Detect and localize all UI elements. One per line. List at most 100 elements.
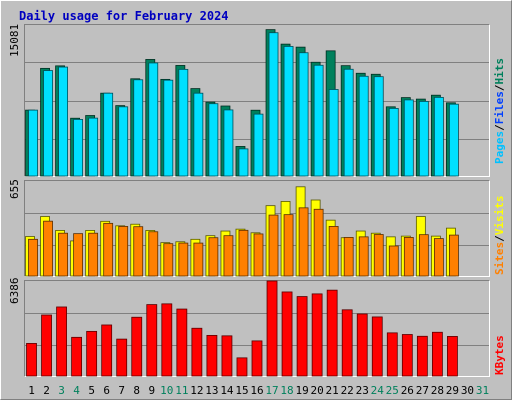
hits-bar-files-day-21: [328, 89, 339, 177]
hits-bar-files-day-22: [343, 68, 354, 177]
day-label-13: 13: [205, 384, 218, 397]
visits-bar-sites-day-13: [208, 237, 219, 277]
kbytes-bar-kbytes-day-4: [71, 336, 83, 377]
day-label-11: 11: [175, 384, 188, 397]
legend-pages: Pages: [493, 131, 506, 164]
day-label-21: 21: [326, 384, 339, 397]
visits-bar-sites-day-6: [103, 222, 114, 277]
day-label-18: 18: [280, 384, 293, 397]
hits-bar-files-day-14: [223, 109, 234, 177]
visits-bar-sites-day-3: [58, 232, 68, 277]
visits-bar-sites-day-21: [328, 225, 339, 277]
day-label-28: 28: [431, 384, 444, 397]
day-label-27: 27: [416, 384, 429, 397]
day-label-17: 17: [265, 384, 278, 397]
day-label-25: 25: [386, 384, 399, 397]
day-label-9: 9: [148, 384, 155, 397]
chart-title: Daily usage for February 2024: [19, 9, 229, 23]
hits-bar-files-day-8: [133, 79, 144, 177]
kbytes-legend: KBytes: [493, 335, 506, 375]
x-axis-day-labels: 1 2 3 4 5 6 7 8 9 10 11 12 13 14 15 16 17 18 19 20 21 22 23 24 2…: [28, 384, 489, 397]
hits-bar-files-day-10: [163, 79, 174, 177]
kbytes-bar-kbytes-day-12: [191, 327, 203, 377]
visits-bar-sites-day-29: [449, 234, 459, 277]
kbytes-plot-shadow: [24, 280, 490, 377]
kbytes-bar-kbytes-day-13: [206, 334, 218, 377]
hits-bar-files-day-1: [28, 109, 38, 177]
hits-bar-files-day-28: [433, 97, 444, 177]
kbytes-bar-kbytes-day-2: [41, 314, 52, 377]
kbytes-panel: [24, 280, 490, 377]
hits-bar-files-day-19: [298, 52, 309, 177]
kbytes-plot-highlight: [24, 280, 490, 377]
day-label-29: 29: [446, 384, 459, 397]
day-label-14: 14: [220, 384, 234, 397]
hits-bar-files-day-25: [388, 108, 399, 177]
visits-bar-sites-day-8: [133, 226, 144, 277]
day-label-6: 6: [103, 384, 110, 397]
day-label-20: 20: [311, 384, 324, 397]
hits-bar-files-day-17: [268, 32, 279, 177]
kbytes-bar-kbytes-day-29: [447, 336, 458, 377]
visits-plot-shadow: [24, 180, 490, 277]
day-label-16: 16: [250, 384, 263, 397]
visits-bar-sites-day-23: [358, 236, 369, 277]
kbytes-bar-kbytes-day-11: [176, 308, 188, 377]
visits-bar-sites-day-11: [178, 242, 189, 277]
day-label-3: 3: [58, 384, 65, 397]
visits-bar-sites-day-10: [163, 243, 174, 277]
kbytes-bar-kbytes-day-19: [296, 296, 308, 377]
visits-bar-sites-day-25: [388, 245, 399, 277]
visits-legend-separator: /: [493, 235, 506, 242]
day-label-2: 2: [43, 384, 50, 397]
day-label-7: 7: [118, 384, 125, 397]
hits-bar-files-day-4: [73, 119, 84, 177]
visits-bar-sites-day-19: [298, 207, 309, 277]
legend-files: Files: [493, 91, 506, 124]
visits-bar-sites-day-26: [403, 237, 414, 277]
visits-plot-highlight: [24, 180, 490, 277]
hits-bar-files-day-3: [58, 66, 68, 177]
kbytes-bar-kbytes-day-25: [386, 332, 398, 377]
kbytes-bar-kbytes-day-24: [371, 316, 383, 377]
kbytes-bar-kbytes-day-18: [281, 291, 293, 377]
hits-plot-shadow: [24, 24, 490, 177]
day-label-19: 19: [295, 384, 308, 397]
day-label-12: 12: [190, 384, 203, 397]
day-label-5: 5: [88, 384, 95, 397]
hits-scale-label: 15081: [8, 24, 21, 57]
visits-bar-sites-day-17: [268, 214, 279, 277]
visits-bar-sites-day-1: [28, 238, 38, 277]
kbytes-bar-kbytes-day-5: [86, 330, 98, 377]
kbytes-bar-kbytes-day-3: [56, 306, 67, 377]
day-label-26: 26: [401, 384, 414, 397]
kbytes-bar-kbytes-day-8: [131, 316, 143, 377]
day-label-10: 10: [160, 384, 173, 397]
legend-kbytes: KBytes: [493, 335, 506, 375]
legend-hits: Hits: [493, 58, 506, 85]
visits-bar-sites-day-5: [88, 232, 99, 277]
visits-bar-sites-day-7: [118, 225, 129, 277]
legend-visits: Visits: [493, 196, 506, 236]
kbytes-bar-kbytes-day-26: [401, 334, 413, 377]
hits-bar-files-day-29: [449, 103, 459, 177]
hits-bar-files-day-2: [43, 70, 53, 177]
kbytes-bar-kbytes-day-20: [311, 293, 323, 377]
hits-bar-files-day-20: [313, 64, 324, 177]
kbytes-bar-kbytes-day-15: [236, 357, 248, 377]
hits-legend-separator: /: [493, 124, 506, 131]
visits-bar-sites-day-22: [343, 237, 354, 277]
hits-plot-highlight: [24, 24, 490, 177]
hits-bar-files-day-7: [118, 106, 129, 177]
visits-bar-sites-day-28: [433, 238, 444, 277]
visits-panel: [24, 180, 490, 277]
kbytes-bar-kbytes-day-6: [101, 324, 113, 377]
hits-bar-files-day-11: [178, 68, 189, 177]
visits-bar-sites-day-18: [283, 214, 294, 277]
hits-legend: Pages/Files/Hits: [493, 58, 506, 164]
kbytes-bar-kbytes-day-9: [146, 304, 158, 377]
kbytes-bar-kbytes-day-21: [326, 289, 338, 377]
